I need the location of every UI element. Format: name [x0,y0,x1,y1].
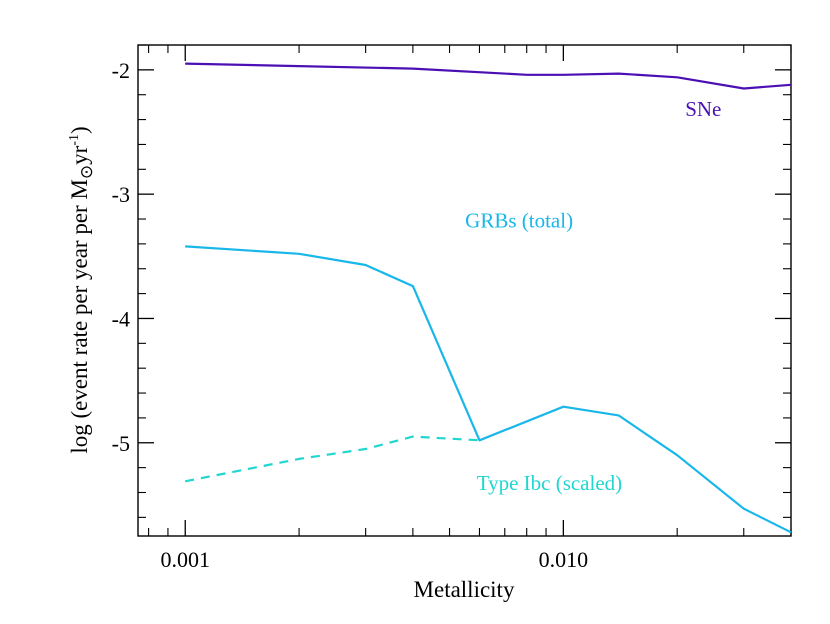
y-tick-label: -2 [112,58,130,83]
series-line-2 [185,245,792,534]
y-axis-title-unit: yr [67,145,92,165]
series-layer [184,62,792,534]
series-labels: SNe GRBs (total) Type Ibc (scaled) [465,97,721,495]
sun-symbol: ⊙ [77,165,97,179]
series-label-1: SNe [685,97,721,121]
series-label-2: GRBs (total) [465,209,573,233]
y-tick-label: -5 [112,431,130,456]
y-axis-title: log (event rate per year per M⊙yr-1) [67,126,97,453]
series-line-1 [185,62,792,90]
plot-frame [137,44,792,537]
y-axis-title-main: log (event rate per year per M [67,179,92,454]
y-axis-title-sup: -1 [67,134,82,146]
series-line-3 [184,435,480,483]
y-axis-title-close: ) [67,126,92,134]
x-axis-title: Metallicity [414,577,515,602]
series-label-3: Type Ibc (scaled) [477,471,622,495]
x-tick-label: 0.001 [160,547,210,572]
axis-ticks: -2 -3 -4 -5 0.001 0.010 [112,44,792,572]
x-tick-label: 0.010 [539,547,589,572]
y-tick-label: -4 [112,306,130,331]
y-tick-label: -3 [112,182,130,207]
